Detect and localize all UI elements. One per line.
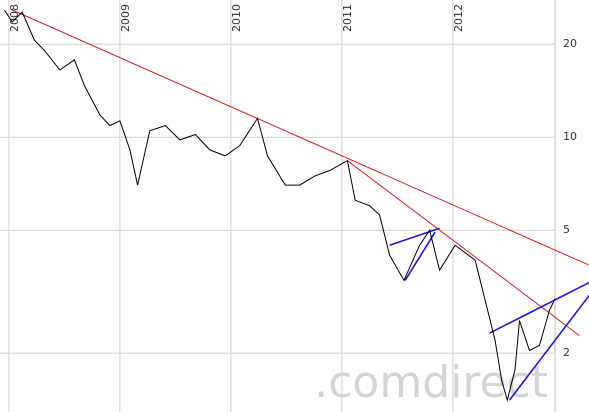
x-tick-label: 2011 <box>341 4 354 32</box>
y-tick-label: 20 <box>563 37 577 50</box>
price-line <box>3 9 556 403</box>
trendline <box>404 231 436 281</box>
trendline <box>11 9 589 266</box>
x-tick-label: 2012 <box>452 4 465 32</box>
trendline <box>489 281 589 334</box>
trendline <box>389 227 440 246</box>
y-tick-label: 2 <box>563 346 570 359</box>
trendline <box>347 160 580 336</box>
trendline <box>508 294 589 401</box>
y-tick-label: 5 <box>563 223 570 236</box>
x-tick-label: 2009 <box>119 4 132 32</box>
x-tick-label: 2008 <box>8 4 21 32</box>
x-tick-label: 2010 <box>230 4 243 32</box>
watermark: .comdirect <box>314 357 548 408</box>
y-tick-label: 10 <box>563 130 577 143</box>
